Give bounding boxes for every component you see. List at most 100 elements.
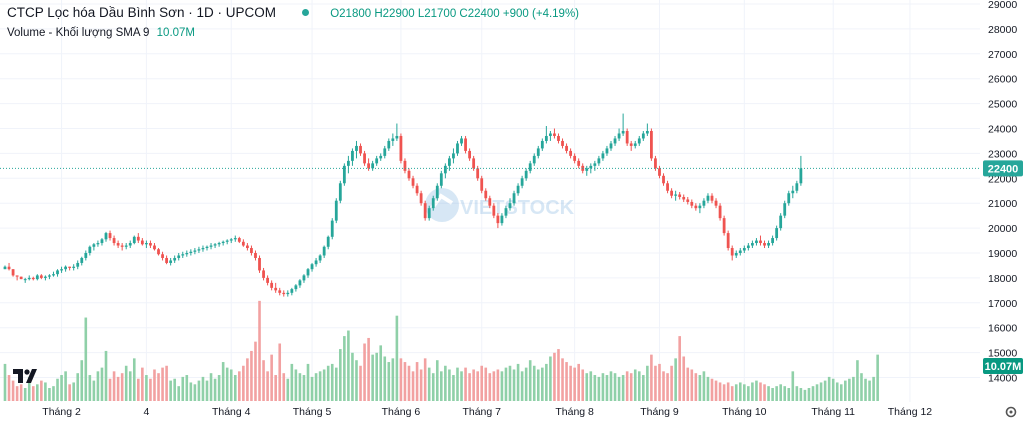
candle-body — [666, 183, 669, 191]
volume-bar — [581, 369, 585, 401]
candle-body — [136, 236, 140, 241]
volume-bar — [783, 386, 787, 401]
candle-body — [258, 257, 261, 271]
volume-bar — [351, 352, 354, 401]
volume-bar — [84, 317, 88, 401]
candle-body — [419, 193, 423, 204]
volume-bar — [116, 376, 120, 401]
volume-bar — [15, 386, 19, 401]
tradingview-logo-icon[interactable] — [13, 369, 37, 383]
symbol-legend: CTCP Lọc hóa Dầu Bình Sơn · 1D · UPCOM O… — [7, 5, 579, 20]
candle-body — [266, 277, 269, 283]
candle-body — [80, 257, 84, 263]
volume-bar — [516, 363, 520, 401]
volume-bar — [613, 373, 617, 401]
volume-bar — [597, 376, 601, 401]
volume-bar — [306, 363, 310, 401]
candle-body — [755, 240, 758, 244]
candle-body — [468, 150, 471, 159]
candle-body — [738, 250, 742, 253]
volume-bar — [835, 382, 839, 401]
volume-bar — [662, 371, 665, 401]
volume-bar — [803, 389, 807, 401]
volume-bar — [557, 349, 560, 401]
candle-body — [153, 245, 156, 250]
ohlc-values: O21800 H22900 L21700 C22400 +900 (+4.19%… — [330, 8, 579, 20]
volume-bar — [702, 371, 706, 401]
candle-body — [654, 158, 657, 169]
volume-bar — [601, 373, 605, 401]
volume-bar — [734, 384, 738, 401]
candle-body — [488, 198, 492, 206]
volume-bar — [27, 376, 31, 401]
volume-legend-value: 10.07M — [156, 27, 196, 39]
candle-body — [88, 246, 92, 253]
volume-bar — [137, 378, 140, 401]
candle-body — [682, 196, 686, 200]
candle-body — [500, 215, 504, 224]
volume-bar — [775, 386, 778, 401]
candle-body — [250, 248, 253, 253]
volume-bar — [435, 360, 439, 401]
volume-bar — [254, 341, 257, 401]
volume-bar — [532, 365, 536, 401]
candle-body — [189, 251, 193, 253]
volume-bar — [848, 378, 851, 401]
volume-bar — [561, 358, 564, 401]
candle-body — [569, 150, 572, 156]
volume-bar — [500, 371, 504, 401]
time-axis[interactable]: Tháng 2 4 Tháng 4 Tháng 5 Tháng 6 Tháng 7 Thán… — [42, 406, 932, 418]
candle-body — [286, 292, 290, 295]
candle-body — [714, 200, 718, 206]
candle-body — [702, 200, 706, 206]
candle-body — [759, 240, 762, 244]
candle-body — [577, 160, 581, 166]
gear-icon[interactable] — [1004, 405, 1018, 419]
volume-bar — [233, 375, 237, 401]
candle-body — [460, 138, 463, 144]
candle-body — [553, 133, 556, 136]
volume-bar — [7, 375, 11, 401]
volume-bar — [124, 365, 128, 401]
candle-body — [391, 138, 395, 141]
volume-bar — [528, 360, 532, 401]
candle-body — [11, 269, 15, 276]
candle-body — [132, 236, 136, 244]
candle-body — [68, 266, 72, 268]
volume-bar — [569, 365, 572, 401]
candle-body — [484, 190, 488, 199]
candle-body — [573, 155, 577, 161]
volume-bar — [686, 367, 690, 401]
volume-bar — [492, 371, 496, 401]
candle-body — [233, 238, 237, 240]
candle-body — [403, 160, 407, 171]
volume-bar — [629, 373, 633, 401]
time-tick-label: Tháng 5 — [293, 406, 332, 418]
time-tick-label: 4 — [143, 406, 149, 418]
volume-bar — [262, 360, 265, 401]
symbol-title[interactable]: CTCP Lọc hóa Dầu Bình Sơn · 1D · UPCOM — [7, 5, 276, 20]
candle-body — [662, 175, 665, 184]
volume-bar — [650, 354, 653, 401]
volume-legend-label[interactable]: Volume - Khối lượng SMA 9 — [7, 27, 150, 39]
candle-body — [528, 163, 532, 171]
candle-body — [625, 130, 629, 144]
volume-bar — [330, 363, 334, 401]
candle-body — [60, 269, 63, 271]
price-tick-label: 24000 — [988, 124, 1017, 136]
candle-body — [779, 215, 783, 229]
candle-body — [751, 243, 754, 246]
volume-value-text: 10.07M — [985, 361, 1022, 373]
volume-bar — [258, 300, 261, 401]
candle-body — [169, 260, 173, 263]
candle-body — [209, 245, 213, 247]
volume-bar — [545, 363, 548, 401]
candle-body — [3, 266, 7, 270]
volume-bar — [80, 360, 84, 401]
volume-bar — [395, 315, 399, 401]
volume-bar — [642, 375, 645, 401]
volume-bar — [698, 375, 702, 401]
volume-bar — [270, 354, 273, 401]
candle-body — [726, 233, 730, 249]
